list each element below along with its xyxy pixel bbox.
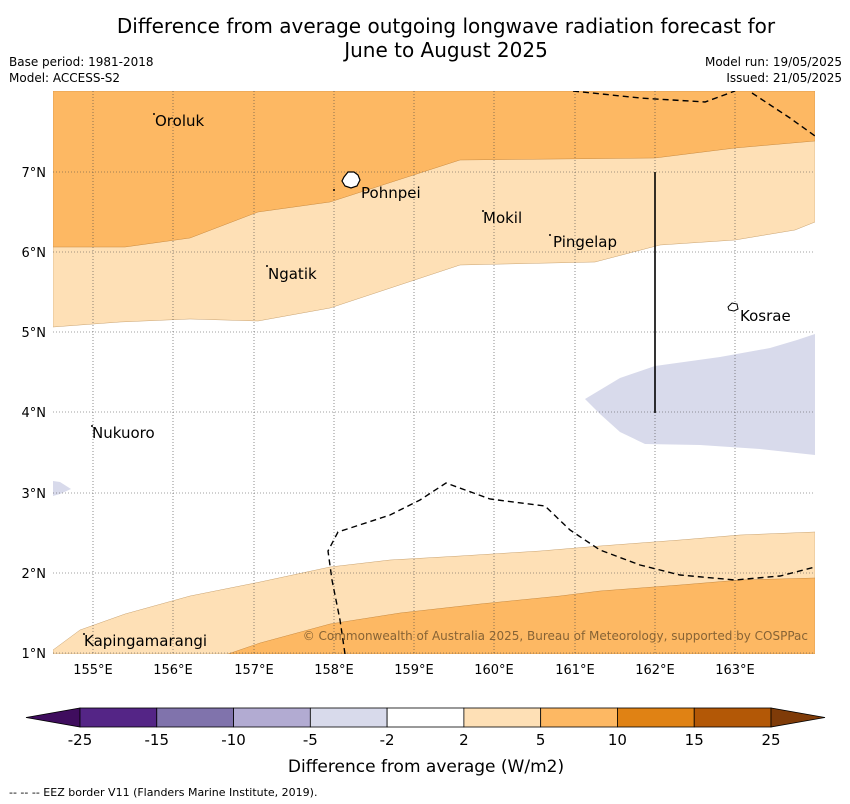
colorbar-tick-labels: -25 -15 -10 -5 -2 2 5 10 15 25 — [68, 731, 781, 749]
lat-label: 5°N — [22, 326, 47, 341]
lat-label: 3°N — [22, 487, 47, 502]
place-label-kosrae: Kosrae — [740, 307, 791, 325]
kosrae-island-shape — [727, 302, 739, 312]
anomaly-region-neg-west — [53, 481, 71, 496]
lon-label: 160°E — [474, 663, 514, 678]
lon-label: 162°E — [635, 663, 675, 678]
anomaly-region-5-10-north — [53, 91, 815, 248]
lat-label: 2°N — [22, 567, 47, 582]
colorbar-tick-label: -25 — [68, 731, 93, 749]
model-run: Model run: 19/05/2025 — [704, 55, 842, 69]
colorbar-extend-high — [770, 707, 826, 728]
place-label-ngatik: Ngatik — [268, 265, 317, 283]
place-label-pingelap: Pingelap — [553, 233, 617, 251]
colorbar-segment — [463, 707, 542, 728]
meta-right: Model run: 19/05/2025 Issued: 21/05/2025 — [705, 54, 842, 86]
model-name: Model: ACCESS-S2 — [9, 71, 121, 85]
lat-label: 4°N — [22, 406, 47, 421]
place-label-mokil: Mokil — [483, 209, 522, 227]
eez-footnote: -- -- -- EEZ border V11 (Flanders Marine… — [9, 786, 318, 799]
colorbar-segment — [540, 707, 618, 728]
lon-axis-labels: 155°E 156°E 157°E 158°E 159°E 160°E 161°… — [73, 663, 755, 678]
lon-label: 156°E — [153, 663, 193, 678]
lon-label: 163°E — [715, 663, 755, 678]
colorbar-tick-label: 15 — [685, 731, 704, 749]
eez-borders — [327, 91, 815, 654]
place-label-kapingamarangi: Kapingamarangi — [84, 632, 207, 650]
atoll-markers — [83, 113, 551, 635]
map-area: Oroluk Pohnpei Mokil Pingelap Ngatik Kos… — [53, 91, 815, 654]
colorbar-segment — [617, 707, 695, 728]
colorbar-tick-label: 10 — [608, 731, 627, 749]
pohnpei-island-shape — [341, 171, 361, 189]
colorbar-tick-label: 25 — [761, 731, 780, 749]
copyright-text: © Commonwealth of Australia 2025, Bureau… — [303, 629, 808, 643]
colorbar-tick-label: -5 — [303, 731, 318, 749]
lon-label: 161°E — [555, 663, 595, 678]
colorbar — [25, 707, 826, 728]
lat-label: 6°N — [22, 246, 47, 261]
lon-label: 157°E — [234, 663, 274, 678]
lat-label: 7°N — [22, 166, 47, 181]
colorbar-extend-low — [25, 707, 81, 728]
base-period: Base period: 1981-2018 — [9, 55, 154, 69]
place-label-nukuoro: Nukuoro — [92, 424, 155, 442]
meta-left: Base period: 1981-2018 Model: ACCESS-S2 — [9, 54, 154, 86]
map-title: Difference from average outgoing longwav… — [0, 14, 850, 62]
colorbar-segment — [156, 707, 234, 728]
lon-label: 159°E — [394, 663, 434, 678]
colorbar-segment — [386, 707, 465, 728]
lon-label: 158°E — [314, 663, 354, 678]
colorbar-tick-label: -2 — [380, 731, 395, 749]
lat-label: 1°N — [22, 647, 47, 662]
place-label-oroluk: Oroluk — [155, 112, 204, 130]
anomaly-region-5-10-south — [227, 577, 815, 654]
colorbar-tick-label: -10 — [221, 731, 246, 749]
lat-axis-labels: 1°N 2°N 3°N 4°N 5°N 6°N 7°N — [22, 166, 47, 662]
colorbar-tick-label: -15 — [145, 731, 170, 749]
anomaly-region-neg-east — [585, 334, 815, 455]
colorbar-segment — [79, 707, 158, 728]
place-label-pohnpei: Pohnpei — [361, 184, 421, 202]
title-line-2: June to August 2025 — [344, 38, 548, 62]
colorbar-tick-label: 5 — [536, 731, 546, 749]
title-line-1: Difference from average outgoing longwav… — [116, 14, 776, 38]
colorbar-segment — [233, 707, 311, 728]
colorbar-segment — [309, 707, 388, 728]
colorbar-segment — [693, 707, 772, 728]
lon-label: 155°E — [73, 663, 113, 678]
colorbar-title: Difference from average (W/m2) — [288, 757, 564, 777]
issued-date: Issued: 21/05/2025 — [726, 71, 842, 85]
colorbar-tick-label: 2 — [459, 731, 469, 749]
